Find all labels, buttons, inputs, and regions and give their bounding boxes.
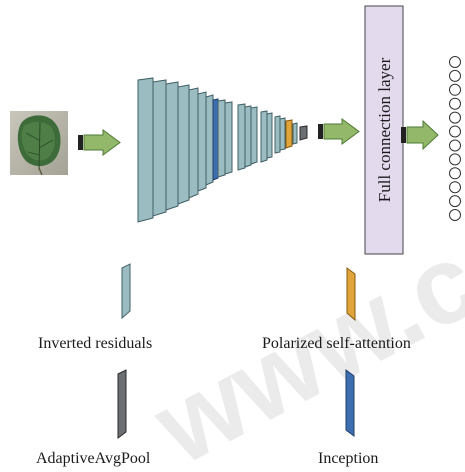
legend-inception-glyph <box>345 369 355 437</box>
inverted-residual-layer <box>152 79 167 217</box>
output-neuron <box>449 111 461 124</box>
inverted-residual-layer <box>197 91 207 192</box>
inverted-residual-layer <box>279 117 286 151</box>
inverted-residual-layer <box>137 77 154 223</box>
output-neuron <box>449 139 461 152</box>
inverted-residual-layer <box>205 94 214 186</box>
output-neuron <box>449 125 461 138</box>
output-neuron <box>449 56 461 68</box>
output-neuron <box>449 195 461 208</box>
output-neuron <box>449 97 461 110</box>
legend-adaptive-avg-pool-glyph <box>117 369 127 439</box>
legend-inverted-residuals-glyph <box>121 263 131 320</box>
output-neuron <box>449 153 461 166</box>
legend-inverted-residuals-label: Inverted residuals <box>38 335 153 352</box>
legend-polarized-self-attention-glyph <box>346 267 356 322</box>
inverted-residual-layer <box>188 87 199 199</box>
inverted-residual-layer <box>224 101 233 175</box>
legend-adaptive-avg-pool-label: AdaptiveAvgPool <box>36 450 151 467</box>
legend-inception-label: Inception <box>318 450 379 467</box>
adaptive-avg-pool-layer <box>299 125 308 141</box>
inverted-residual-layer <box>165 81 179 211</box>
output-neuron <box>449 83 461 96</box>
output-neuron <box>449 69 461 82</box>
legend-polarized-self-attention-label: Polarized self-attention <box>262 335 411 352</box>
arrow-fc-to-output <box>401 119 439 151</box>
inverted-residual-layer <box>292 122 298 145</box>
fc-layer-label: Full connection layer <box>375 57 394 202</box>
inverted-residual-layer <box>217 99 226 178</box>
inverted-residual-layer <box>266 112 273 159</box>
backbone-layers <box>137 77 308 223</box>
inverted-residual-layer <box>274 115 281 154</box>
inception-layer <box>212 98 219 181</box>
output-neuron <box>449 181 461 194</box>
inverted-residual-layer <box>244 105 252 168</box>
output-neuron <box>449 167 461 180</box>
polarized-self-attention-layer <box>285 119 293 149</box>
arrow-input-to-backbone <box>78 129 121 156</box>
inverted-residual-layer <box>260 110 268 163</box>
input-leaf-image <box>10 111 68 176</box>
full-connection-layer: Full connection layer <box>364 5 404 255</box>
inverted-residual-layer <box>237 103 246 171</box>
inverted-residual-layer <box>250 106 258 165</box>
inverted-residual-layer <box>177 84 190 205</box>
arrow-backbone-to-fc <box>318 118 360 145</box>
output-neuron <box>449 209 461 221</box>
output-neurons <box>449 56 461 221</box>
